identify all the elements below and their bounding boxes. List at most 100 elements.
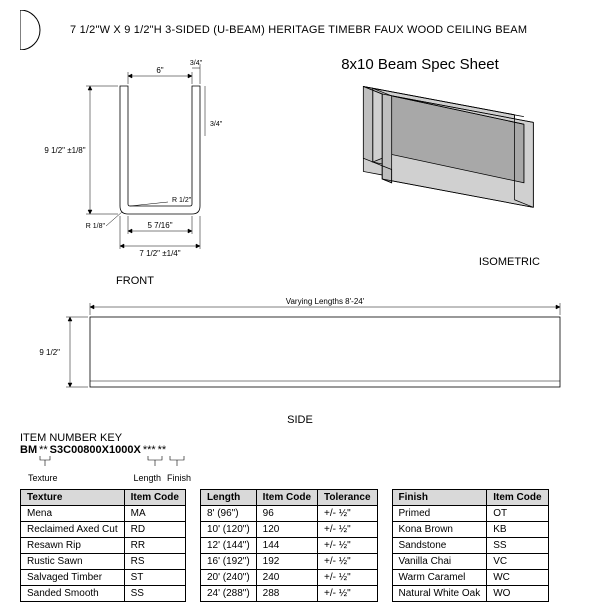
table-header: Length (200, 490, 256, 506)
table-cell: 96 (256, 506, 317, 522)
front-label: FRONT (20, 275, 250, 287)
length-table: LengthItem CodeTolerance8' (96")96+/- ½"… (200, 489, 378, 602)
texture-table: TextureItem CodeMenaMAReclaimed Axed Cut… (20, 489, 186, 602)
table-cell: KB (487, 522, 548, 538)
table-cell: 192 (256, 554, 317, 570)
item-key-sub-length: Length (134, 473, 162, 483)
table-cell: 20' (240") (200, 570, 256, 586)
table-cell: OT (487, 506, 548, 522)
dim-bottom-inner: 5 7/16" (147, 221, 172, 230)
dim-top-inside: 6" (156, 66, 163, 75)
views-row: 6" 3/4" 9 1/2" ±1/8" 3/4" R 1/2" (20, 56, 580, 287)
table-cell: 24' (288") (200, 586, 256, 602)
table-header: Item Code (256, 490, 317, 506)
table-header: Item Code (487, 490, 548, 506)
table-row: 20' (240")240+/- ½" (200, 570, 377, 586)
item-key-sub-texture: Texture (28, 473, 58, 483)
table-cell: 240 (256, 570, 317, 586)
item-number-key: ITEM NUMBER KEY BM ** S3C00800X1000X ***… (20, 432, 580, 483)
table-cell: RR (124, 538, 185, 554)
item-key-brackets (20, 456, 240, 470)
table-row: 12' (144")144+/- ½" (200, 538, 377, 554)
table-row: Salvaged TimberST (21, 570, 186, 586)
item-key-sub-finish: Finish (167, 473, 191, 483)
side-length-note: Varying Lengths 8'-24' (286, 297, 365, 306)
dim-bottom-overall: 7 1/2" ±1/4" (139, 249, 180, 258)
item-key-heading: ITEM NUMBER KEY (20, 432, 580, 444)
item-key-mid: S3C00800X1000X (50, 444, 141, 456)
table-cell: SS (487, 538, 548, 554)
table-cell: RS (124, 554, 185, 570)
table-cell: 8' (96") (200, 506, 256, 522)
table-row: Reclaimed Axed CutRD (21, 522, 186, 538)
table-cell: SS (124, 586, 185, 602)
table-cell: 16' (192") (200, 554, 256, 570)
table-row: Vanilla ChaiVC (392, 554, 548, 570)
table-cell: Sanded Smooth (21, 586, 125, 602)
iso-view: 8x10 Beam Spec Sheet (260, 56, 580, 287)
table-cell: RD (124, 522, 185, 538)
table-cell: Warm Caramel (392, 570, 487, 586)
table-row: MenaMA (21, 506, 186, 522)
table-cell: Kona Brown (392, 522, 487, 538)
table-cell: Mena (21, 506, 125, 522)
side-height: 9 1/2" (39, 348, 60, 357)
table-cell: WC (487, 570, 548, 586)
dim-inner-radius: R 1/2" (172, 197, 192, 204)
table-cell: Salvaged Timber (21, 570, 125, 586)
table-cell: ST (124, 570, 185, 586)
iso-drawing (260, 77, 580, 247)
table-cell: +/- ½" (318, 538, 378, 554)
table-row: 16' (192")192+/- ½" (200, 554, 377, 570)
table-row: 10' (120")120+/- ½" (200, 522, 377, 538)
item-key-prefix: BM (20, 444, 37, 456)
table-cell: Natural White Oak (392, 586, 487, 602)
table-cell: Primed (392, 506, 487, 522)
table-header: Tolerance (318, 490, 378, 506)
table-row: Sanded SmoothSS (21, 586, 186, 602)
table-cell: +/- ½" (318, 554, 378, 570)
front-drawing: 6" 3/4" 9 1/2" ±1/8" 3/4" R 1/2" (20, 56, 250, 266)
side-label: SIDE (20, 414, 580, 426)
table-cell: Reclaimed Axed Cut (21, 522, 125, 538)
side-view: Varying Lengths 8'-24' 9 1/2" SIDE (20, 295, 580, 426)
table-cell: 12' (144") (200, 538, 256, 554)
table-row: 24' (288")288+/- ½" (200, 586, 377, 602)
table-header: Texture (21, 490, 125, 506)
table-cell: Resawn Rip (21, 538, 125, 554)
table-cell: 10' (120") (200, 522, 256, 538)
table-header: Finish (392, 490, 487, 506)
table-cell: 288 (256, 586, 317, 602)
table-cell: +/- ½" (318, 506, 378, 522)
table-row: SandstoneSS (392, 538, 548, 554)
table-cell: +/- ½" (318, 586, 378, 602)
tables-row: TextureItem CodeMenaMAReclaimed Axed Cut… (20, 489, 580, 602)
table-cell: +/- ½" (318, 570, 378, 586)
table-cell: MA (124, 506, 185, 522)
dim-top-side: 3/4" (190, 60, 203, 67)
dim-height: 9 1/2" ±1/8" (44, 146, 85, 155)
table-row: Rustic SawnRS (21, 554, 186, 570)
table-header: Item Code (124, 490, 185, 506)
halfcircle-icon (20, 10, 60, 50)
dim-thickness: 3/4" (210, 121, 223, 128)
iso-label: ISOMETRIC (260, 256, 580, 268)
table-row: PrimedOT (392, 506, 548, 522)
table-row: Resawn RipRR (21, 538, 186, 554)
spec-sheet-title: 8x10 Beam Spec Sheet (260, 56, 580, 73)
page-title: 7 1/2"W X 9 1/2"H 3-SIDED (U-BEAM) HERIT… (70, 24, 527, 36)
table-cell: VC (487, 554, 548, 570)
front-view: 6" 3/4" 9 1/2" ±1/8" 3/4" R 1/2" (20, 56, 250, 287)
table-cell: +/- ½" (318, 522, 378, 538)
table-row: 8' (96")96+/- ½" (200, 506, 377, 522)
table-cell: Vanilla Chai (392, 554, 487, 570)
table-row: Warm CaramelWC (392, 570, 548, 586)
dim-outer-radius: R 1/8" (86, 223, 106, 230)
side-drawing: Varying Lengths 8'-24' 9 1/2" (20, 295, 580, 405)
header-row: 7 1/2"W X 9 1/2"H 3-SIDED (U-BEAM) HERIT… (20, 10, 580, 50)
table-row: Natural White OakWO (392, 586, 548, 602)
table-cell: Rustic Sawn (21, 554, 125, 570)
table-cell: 144 (256, 538, 317, 554)
finish-table: FinishItem CodePrimedOTKona BrownKBSands… (392, 489, 549, 602)
table-row: Kona BrownKB (392, 522, 548, 538)
